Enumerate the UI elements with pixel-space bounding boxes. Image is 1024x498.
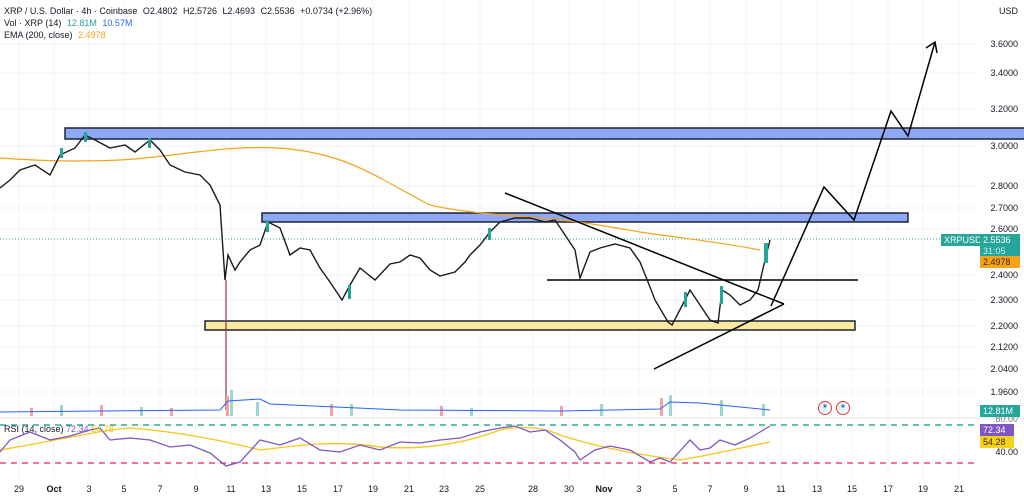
- ema-200-line: [0, 146, 761, 251]
- date-tick: 11: [226, 484, 236, 494]
- ohlc-row: XRP / U.S. Dollar · 4h · Coinbase O2.480…: [4, 5, 375, 17]
- date-tick: 23: [438, 484, 450, 494]
- date-tick: 30: [563, 484, 575, 494]
- rsi-label: RSI (14, close): [4, 424, 64, 434]
- date-tick: 29: [13, 484, 25, 494]
- resistance-zone-upper[interactable]: [64, 127, 1024, 140]
- volume-value: 12.81M: [66, 18, 97, 28]
- date-tick: 9: [743, 484, 749, 494]
- rsi-ma-value: 54.78: [91, 424, 114, 434]
- date-tick: 15: [846, 484, 858, 494]
- volume-ma-value: 10.57M: [102, 18, 133, 28]
- resistance-zone-mid[interactable]: [261, 212, 909, 223]
- rsi-ma-tag: 54.28: [980, 436, 1014, 448]
- ema-row[interactable]: EMA (200, close) 2.4978: [4, 29, 375, 41]
- date-tick: 17: [332, 484, 344, 494]
- price-tick: 2.0400: [990, 364, 1018, 374]
- volume-ma-line: [0, 398, 771, 413]
- date-tick: Nov: [595, 484, 613, 494]
- volume-bars: [30, 390, 765, 416]
- date-tick: 5: [672, 484, 678, 494]
- symbol-price-tag: XRPUSD: [941, 234, 985, 246]
- date-tick: 21: [403, 484, 415, 494]
- us-flag-icon[interactable]: ★: [818, 401, 832, 415]
- date-tick: 7: [707, 484, 713, 494]
- date-tick: 19: [367, 484, 379, 494]
- arrow-head-icon: [925, 40, 938, 54]
- close-value: C2.5536: [260, 6, 295, 16]
- price-tick: 2.6000: [990, 224, 1018, 234]
- price-tick: 3.4000: [990, 68, 1018, 78]
- rsi-legend[interactable]: RSI (14, close) 72.34 54.78: [4, 424, 114, 434]
- price-tick: 2.1200: [990, 342, 1018, 352]
- date-tick: 15: [296, 484, 308, 494]
- currency-label[interactable]: USD: [998, 6, 1018, 16]
- volume-tag: 12.81M: [980, 405, 1020, 417]
- symbol-title[interactable]: XRP / U.S. Dollar · 4h · Coinbase: [4, 6, 138, 16]
- last-price-tag: 2.5536: [980, 234, 1020, 246]
- volume-label: Vol · XRP (14): [4, 18, 62, 28]
- price-tick: 2.7000: [990, 203, 1018, 213]
- projection-path[interactable]: [770, 41, 936, 307]
- price-tick: 2.4000: [990, 270, 1018, 280]
- price-tick: 3.0000: [990, 141, 1018, 151]
- volume-row[interactable]: Vol · XRP (14) 12.81M 10.57M: [4, 17, 375, 29]
- date-tick: 19: [917, 484, 929, 494]
- grid: [0, 0, 975, 478]
- low-value: L2.4693: [222, 6, 256, 16]
- rsi-line: [0, 425, 771, 467]
- price-tick: 3.2000: [990, 104, 1018, 114]
- rsi-value-tag: 72.34: [980, 424, 1014, 436]
- price-tick: 1.9600: [990, 387, 1018, 397]
- date-tick: 28: [527, 484, 539, 494]
- date-tick: 11: [776, 484, 786, 494]
- date-tick: 17: [882, 484, 894, 494]
- price-series: [0, 134, 771, 327]
- candle-countdown: 31:05: [980, 245, 1020, 257]
- price-tick: 3.6000: [990, 39, 1018, 49]
- bullish-candles: [60, 132, 768, 307]
- price-tick: 2.3000: [990, 295, 1018, 305]
- support-zone[interactable]: [204, 320, 856, 331]
- date-tick: 13: [811, 484, 823, 494]
- rsi-tick: 80.00: [995, 414, 1018, 424]
- rsi-tick: 40.00: [995, 447, 1018, 457]
- date-tick: 7: [157, 484, 163, 494]
- us-flag-icon[interactable]: ★: [836, 401, 850, 415]
- ema-price-tag: 2.4978: [980, 256, 1020, 268]
- date-tick: 3: [86, 484, 92, 494]
- high-value: H2.5726: [182, 6, 217, 16]
- date-tick: 13: [260, 484, 272, 494]
- date-tick: 5: [121, 484, 127, 494]
- date-tick: 3: [636, 484, 642, 494]
- chart-legend: XRP / U.S. Dollar · 4h · Coinbase O2.480…: [4, 5, 375, 41]
- rsi-value: 72.34: [66, 424, 89, 434]
- ema-value: 2.4978: [78, 30, 106, 40]
- date-tick: 25: [474, 484, 486, 494]
- ema-label: EMA (200, close): [4, 30, 73, 40]
- date-tick: 9: [193, 484, 199, 494]
- change-value: +0.0734 (+2.96%): [300, 6, 373, 16]
- date-tick: Oct: [46, 484, 62, 494]
- price-tick: 2.8000: [990, 181, 1018, 191]
- triangle-upper-trendline[interactable]: [504, 192, 785, 305]
- open-value: O2.4802: [142, 6, 178, 16]
- triangle-lower-trendline[interactable]: [653, 303, 785, 370]
- price-tick: 2.2000: [990, 321, 1018, 331]
- date-tick: 21: [953, 484, 965, 494]
- rsi-ma-line: [0, 426, 771, 461]
